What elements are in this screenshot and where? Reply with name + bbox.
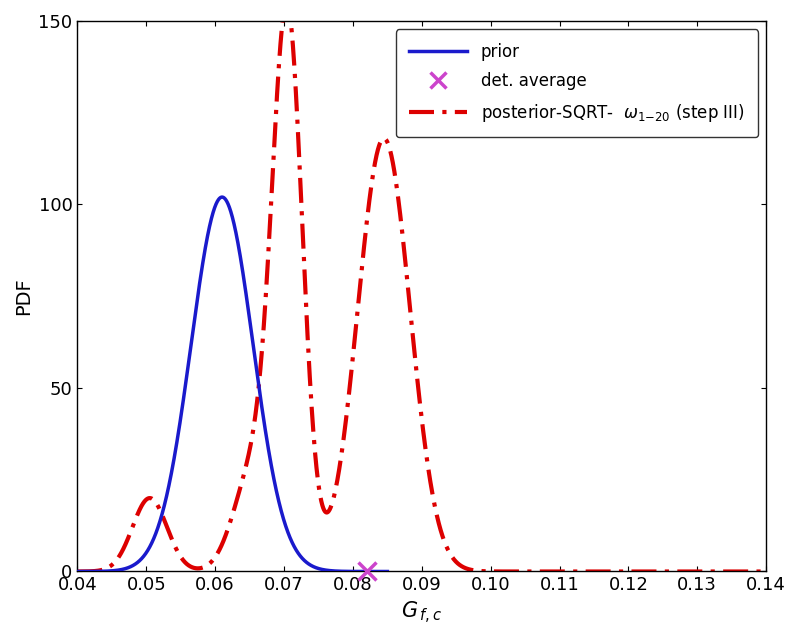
Y-axis label: PDF: PDF <box>14 277 33 315</box>
Legend: prior, det. average, posterior-SQRT-  $\omega_{1\mathsf{-}20}$ (step III): prior, det. average, posterior-SQRT- $\o… <box>396 29 758 137</box>
X-axis label: $G_{\,f,c}$: $G_{\,f,c}$ <box>402 600 442 626</box>
